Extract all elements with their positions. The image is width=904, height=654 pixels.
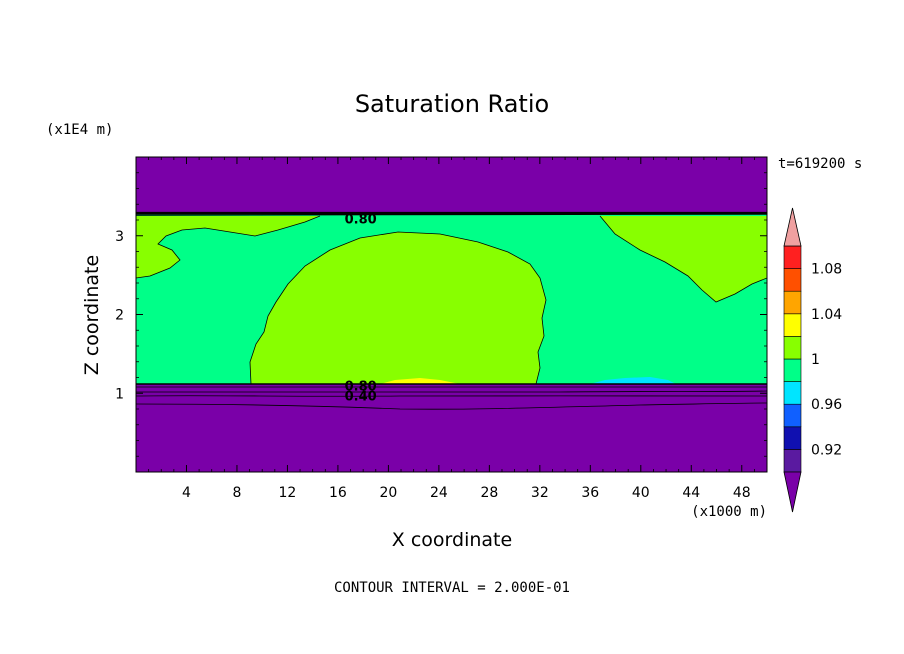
x-tick-label: 28 [480, 485, 498, 501]
y-axis-label: Z coordinate [81, 255, 103, 375]
x-tick-label: 40 [632, 485, 650, 501]
contour-label: 0.80 [345, 212, 377, 227]
region-high-supersaturation [380, 378, 460, 384]
colorbar-label: 0.96 [811, 397, 842, 413]
region-supersaturated-right [600, 216, 767, 302]
colorbar-swatch [783, 313, 802, 337]
contour-label: 0.80 [345, 379, 377, 394]
x-unit-label: (x1000 m) [691, 504, 767, 520]
colorbar: 0.92 0.96 1 1.04 1.08 [783, 207, 842, 513]
contour-lines [136, 211, 767, 410]
x-tick-label: 48 [733, 485, 751, 501]
region-supersaturated-left [136, 216, 320, 278]
x-tick-label: 44 [682, 485, 700, 501]
x-tick-label: 36 [581, 485, 599, 501]
colorbar-label: 0.92 [811, 442, 842, 458]
x-axis-label: X coordinate [392, 529, 512, 551]
colorbar-under-arrow [783, 471, 802, 513]
region-dry-top [136, 157, 767, 213]
x-tick-label: 32 [531, 485, 549, 501]
colorbar-swatch [783, 449, 802, 473]
colorbar-swatch [783, 245, 802, 269]
colorbar-label: 1.08 [811, 262, 842, 278]
x-tick-label: 16 [329, 485, 347, 501]
region-subsaturated [590, 377, 676, 384]
contour-label: 0.40 [345, 390, 377, 405]
colorbar-swatch [783, 336, 802, 360]
x-tick-label: 4 [182, 485, 191, 501]
colorbar-label: 1.04 [811, 307, 842, 323]
colorbar-swatch [783, 358, 802, 382]
colorbar-swatch [783, 268, 802, 292]
x-tick-label: 24 [430, 485, 448, 501]
contour-interval-note: CONTOUR INTERVAL = 2.000E-01 [334, 580, 570, 596]
time-label: t=619200 s [778, 156, 862, 172]
y-tick-label: 1 [115, 386, 124, 402]
colorbar-swatch [783, 381, 802, 405]
colorbar-label: 1 [811, 352, 820, 368]
colorbar-swatch [783, 290, 802, 315]
y-tick-label: 3 [115, 229, 124, 245]
colorbar-swatch [783, 426, 802, 450]
y-unit-label: (x1E4 m) [46, 122, 113, 138]
region-dry-bottom [136, 384, 767, 472]
region-supersaturated-center [250, 232, 546, 384]
x-tick-label: 12 [279, 485, 297, 501]
colorbar-over-arrow [783, 207, 802, 247]
x-tick-label: 8 [232, 485, 241, 501]
chart-title: Saturation Ratio [355, 90, 549, 118]
x-tick-label: 20 [379, 485, 397, 501]
y-tick-label: 2 [115, 308, 124, 324]
colorbar-swatch [783, 403, 802, 428]
